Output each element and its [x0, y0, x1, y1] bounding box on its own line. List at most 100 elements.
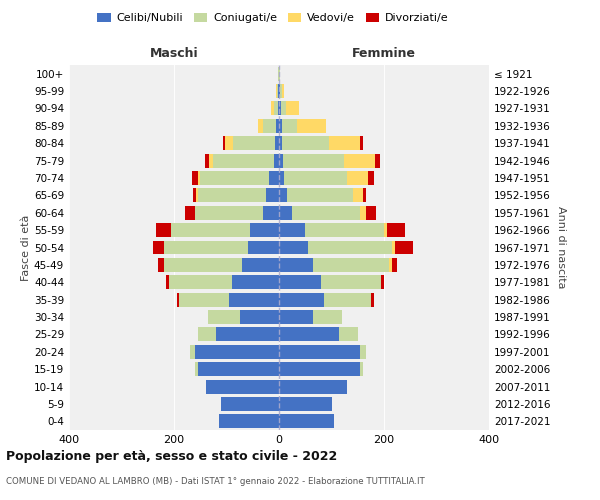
Bar — [313, 310, 342, 324]
Bar — [361, 345, 365, 358]
Bar — [298, 119, 326, 133]
Bar — [279, 397, 331, 411]
Bar — [279, 328, 340, 342]
Bar — [283, 154, 344, 168]
Bar — [221, 397, 279, 411]
Bar — [281, 119, 298, 133]
Text: COMUNE DI VEDANO AL LAMBRO (MB) - Dati ISTAT 1° gennaio 2022 - Elaborazione TUTT: COMUNE DI VEDANO AL LAMBRO (MB) - Dati I… — [6, 478, 425, 486]
Bar — [392, 258, 397, 272]
Y-axis label: Anni di nascita: Anni di nascita — [556, 206, 566, 289]
Bar — [197, 328, 216, 342]
Bar — [287, 188, 353, 202]
Bar — [193, 171, 197, 185]
Bar — [155, 223, 172, 237]
Bar — [340, 328, 358, 342]
Bar — [361, 136, 363, 150]
Bar — [284, 171, 347, 185]
Bar — [169, 276, 232, 289]
Bar — [286, 102, 299, 116]
Bar — [279, 258, 313, 272]
Bar — [279, 171, 284, 185]
Bar — [193, 188, 196, 202]
Bar — [279, 188, 287, 202]
Bar — [368, 171, 373, 185]
Bar — [271, 102, 274, 116]
Bar — [274, 154, 279, 168]
Bar — [225, 136, 233, 150]
Bar — [281, 136, 329, 150]
Bar — [279, 206, 292, 220]
Bar — [196, 188, 197, 202]
Bar — [279, 345, 361, 358]
Bar — [308, 240, 392, 254]
Bar — [248, 240, 279, 254]
Bar — [279, 119, 281, 133]
Bar — [233, 136, 275, 150]
Bar — [242, 258, 279, 272]
Bar — [190, 345, 195, 358]
Text: Femmine: Femmine — [352, 47, 416, 60]
Text: Maschi: Maschi — [149, 47, 199, 60]
Bar — [195, 345, 279, 358]
Text: Popolazione per età, sesso e stato civile - 2022: Popolazione per età, sesso e stato civil… — [6, 450, 337, 463]
Bar — [281, 84, 284, 98]
Bar — [329, 136, 361, 150]
Bar — [214, 154, 274, 168]
Bar — [279, 240, 308, 254]
Bar — [179, 292, 229, 306]
Bar — [375, 154, 380, 168]
Bar — [176, 292, 179, 306]
Bar — [279, 414, 334, 428]
Bar — [347, 171, 368, 185]
Bar — [239, 310, 279, 324]
Bar — [384, 223, 386, 237]
Bar — [279, 292, 323, 306]
Bar — [361, 206, 365, 220]
Bar — [216, 328, 279, 342]
Bar — [172, 223, 250, 237]
Bar — [279, 362, 361, 376]
Bar — [277, 119, 279, 133]
Y-axis label: Fasce di età: Fasce di età — [21, 214, 31, 280]
Bar — [392, 240, 395, 254]
Bar — [386, 223, 405, 237]
Bar — [166, 276, 169, 289]
Bar — [275, 136, 279, 150]
Bar — [197, 188, 266, 202]
Bar — [279, 310, 313, 324]
Bar — [395, 240, 413, 254]
Bar — [205, 380, 279, 394]
Bar — [361, 362, 363, 376]
Bar — [363, 188, 365, 202]
Bar — [269, 171, 279, 185]
Bar — [371, 292, 373, 306]
Bar — [279, 102, 281, 116]
Bar — [263, 206, 279, 220]
Bar — [163, 258, 242, 272]
Bar — [232, 276, 279, 289]
Bar — [279, 276, 321, 289]
Bar — [208, 310, 239, 324]
Bar — [277, 84, 278, 98]
Bar — [185, 206, 195, 220]
Legend: Celibi/Nubili, Coniugati/e, Vedovi/e, Divorziati/e: Celibi/Nubili, Coniugati/e, Vedovi/e, Di… — [93, 8, 453, 28]
Bar — [280, 84, 281, 98]
Bar — [223, 136, 225, 150]
Bar — [365, 206, 376, 220]
Bar — [205, 154, 209, 168]
Bar — [344, 154, 375, 168]
Bar — [209, 154, 214, 168]
Bar — [266, 188, 279, 202]
Bar — [258, 119, 263, 133]
Bar — [229, 292, 279, 306]
Bar — [353, 188, 363, 202]
Bar — [197, 362, 279, 376]
Bar — [195, 206, 263, 220]
Bar — [200, 171, 269, 185]
Bar — [323, 292, 371, 306]
Bar — [382, 276, 384, 289]
Bar — [292, 206, 361, 220]
Bar — [279, 380, 347, 394]
Bar — [163, 240, 248, 254]
Bar — [281, 102, 286, 116]
